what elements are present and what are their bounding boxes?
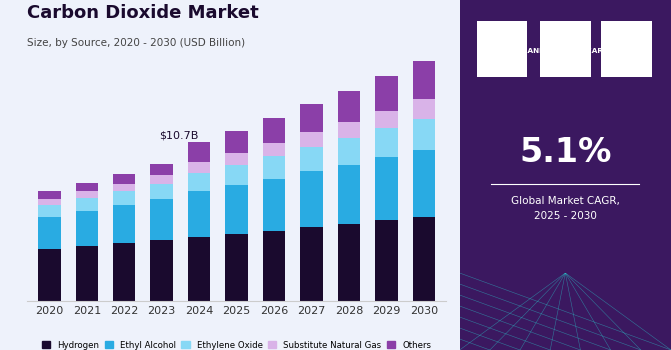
Bar [263,156,285,179]
Bar [76,211,98,246]
Bar [225,153,248,164]
Bar [413,217,435,301]
Bar [113,191,136,205]
Legend: Hydrogen, Ethyl Alcohol, Ethylene Oxide, Substitute Natural Gas, Others: Hydrogen, Ethyl Alcohol, Ethylene Oxide,… [42,341,431,350]
Bar [338,122,360,138]
Bar [338,224,360,301]
Bar [375,76,397,111]
Text: Carbon Dioxide Market: Carbon Dioxide Market [27,4,258,21]
Bar [375,220,397,301]
FancyBboxPatch shape [601,21,652,77]
Bar [413,61,435,99]
Bar [150,240,173,301]
Bar [263,231,285,301]
Bar [188,190,210,237]
Bar [188,237,210,301]
Bar [38,217,60,249]
Bar [38,191,60,199]
Bar [38,205,60,217]
Bar [375,111,397,128]
Bar [300,171,323,227]
Bar [113,205,136,243]
Bar [263,118,285,143]
Bar [113,243,136,301]
Bar [300,147,323,171]
Bar [150,164,173,175]
Text: $10.7B: $10.7B [159,130,198,140]
Bar [413,99,435,119]
Bar [76,198,98,211]
Bar [38,199,60,205]
Text: 5.1%: 5.1% [519,136,611,169]
Bar [76,183,98,191]
Bar [338,164,360,224]
Bar [113,174,136,184]
Bar [225,131,248,153]
Bar [150,175,173,184]
Bar [338,138,360,164]
Bar [225,164,248,185]
Bar [38,249,60,301]
Bar [225,233,248,301]
Text: Size, by Source, 2020 - 2030 (USD Billion): Size, by Source, 2020 - 2030 (USD Billio… [27,38,245,49]
Text: Global Market CAGR,
2025 - 2030: Global Market CAGR, 2025 - 2030 [511,196,620,221]
Bar [188,162,210,173]
Bar [150,184,173,199]
Bar [300,104,323,132]
Bar [300,227,323,301]
Bar [338,91,360,122]
Text: Source:: Source: [481,295,517,304]
Bar [150,199,173,240]
Bar [413,119,435,150]
FancyBboxPatch shape [476,21,527,77]
Bar [188,142,210,162]
Text: GRAND VIEW RESEARCH: GRAND VIEW RESEARCH [516,48,615,54]
Bar [263,179,285,231]
Text: www.grandviewresearch.com: www.grandviewresearch.com [481,320,593,329]
Bar [188,173,210,190]
Bar [413,150,435,217]
Bar [225,185,248,233]
Bar [76,191,98,198]
Bar [113,184,136,191]
Bar [76,246,98,301]
Bar [375,128,397,157]
Bar [375,157,397,220]
Bar [300,132,323,147]
Bar [263,143,285,156]
FancyBboxPatch shape [540,21,590,77]
